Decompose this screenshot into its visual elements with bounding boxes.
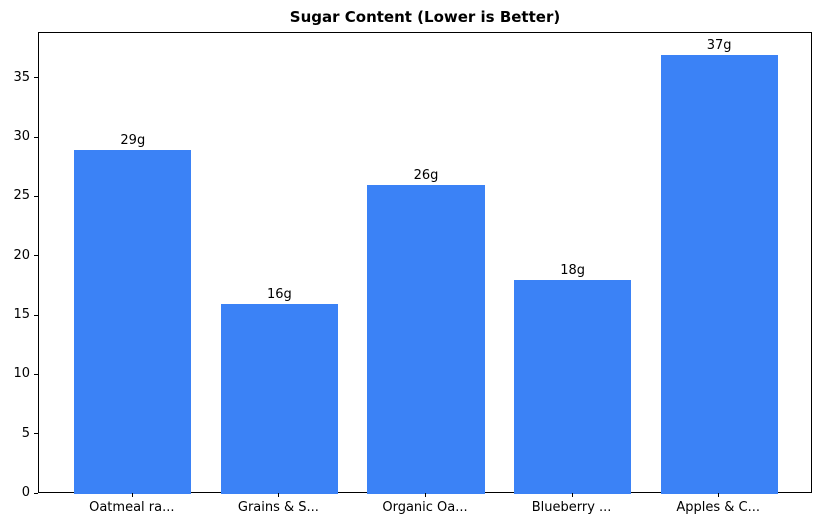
bar-value-label: 16g	[267, 287, 292, 303]
x-tick-label: Oatmeal ra...	[89, 500, 175, 515]
bar	[74, 149, 192, 494]
x-tick-label: Blueberry ...	[531, 500, 612, 515]
y-tick-label: 30	[13, 129, 30, 144]
bar	[513, 280, 632, 494]
bar	[220, 304, 339, 494]
y-tick-mark	[34, 492, 38, 494]
x-tick-mark	[131, 493, 133, 497]
y-tick-label: 20	[13, 247, 30, 263]
y-tick-label: 5	[21, 425, 30, 441]
bar	[660, 54, 778, 494]
y-tick-label: 15	[13, 307, 30, 322]
y-tick-mark	[34, 314, 38, 316]
x-tick-mark	[718, 493, 720, 497]
x-tick-mark	[571, 493, 573, 497]
y-tick-label: 25	[13, 188, 30, 204]
y-tick-mark	[34, 77, 38, 79]
y-tick-mark	[34, 136, 38, 138]
bar-value-label: 29g	[120, 132, 146, 148]
bar-value-label: 37g	[706, 37, 732, 53]
x-tick-label: Organic Oa...	[382, 500, 468, 515]
bar-value-label: 18g	[560, 263, 585, 279]
bar-value-label: 26g	[413, 168, 439, 184]
y-tick-mark	[34, 373, 38, 375]
x-tick-label: Apples & C...	[676, 500, 760, 515]
plot-area: 29g 16g 26g 18g 37g	[38, 32, 812, 494]
x-tick-mark	[425, 493, 426, 497]
x-tick-label: Grains & S...	[237, 500, 319, 515]
chart-title: Sugar Content (Lower is Better)	[289, 8, 561, 26]
x-tick-mark	[278, 493, 280, 497]
y-tick-label: 35	[13, 69, 30, 85]
bar	[367, 185, 485, 494]
y-tick-mark	[34, 195, 38, 197]
y-tick-label: 10	[13, 366, 30, 382]
y-tick-mark	[34, 433, 38, 435]
y-tick-mark	[34, 255, 38, 257]
y-tick-label: 0	[21, 485, 30, 500]
